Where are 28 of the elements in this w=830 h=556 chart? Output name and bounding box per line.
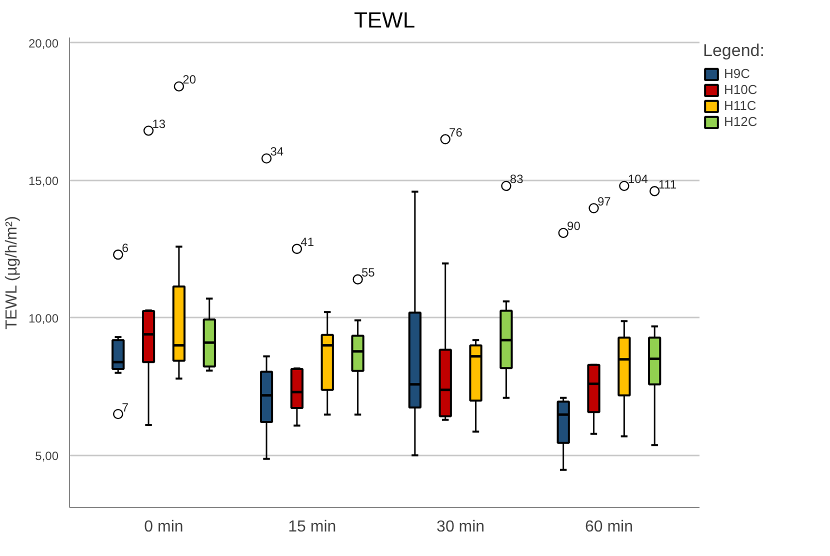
annotation: 20 bbox=[182, 72, 196, 87]
annotation: 90 bbox=[567, 219, 581, 234]
x-tick-label: 60 min bbox=[584, 518, 633, 536]
x-tick-label: 15 min bbox=[288, 518, 336, 536]
legend-label: H9C bbox=[724, 66, 750, 81]
annotation: 104 bbox=[628, 172, 648, 186]
annotation: 41 bbox=[300, 235, 314, 250]
y-tick-label: 10,00 bbox=[28, 311, 59, 326]
annotation: 34 bbox=[270, 144, 284, 159]
annotation: 97 bbox=[597, 194, 612, 208]
legend-label: H10C bbox=[724, 82, 758, 97]
annotation: 6 bbox=[122, 240, 129, 255]
annotation: 111 bbox=[658, 177, 677, 192]
annotation: 55 bbox=[361, 266, 376, 280]
legend-title: Legend: bbox=[703, 41, 764, 61]
y-tick-label: 5,00 bbox=[35, 448, 59, 463]
annotation: 7 bbox=[122, 400, 129, 414]
y-axis-title: TEWL (µg/h/m²) bbox=[3, 216, 20, 330]
x-tick-label: 30 min bbox=[436, 518, 485, 536]
annotation: 13 bbox=[152, 116, 166, 131]
legend-label: H11C bbox=[724, 98, 756, 113]
x-tick-label: 0 min bbox=[144, 518, 184, 536]
chart-title: TEWL bbox=[354, 8, 416, 32]
y-tick-label: 15,00 bbox=[28, 174, 59, 188]
legend-label: H12C bbox=[724, 114, 758, 129]
annotation: 83 bbox=[510, 172, 524, 186]
y-tick-label: 20,00 bbox=[28, 36, 59, 50]
annotation: 76 bbox=[449, 125, 463, 140]
